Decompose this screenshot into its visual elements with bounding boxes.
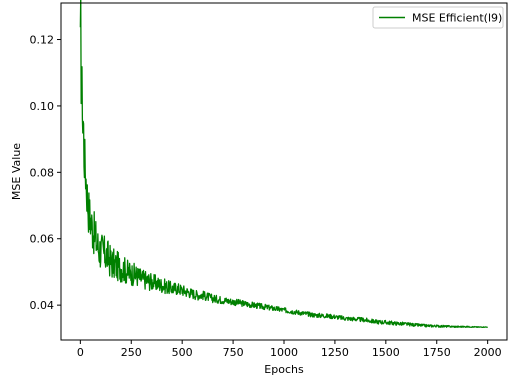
- y-tick-label: 0.08: [30, 166, 55, 179]
- y-tick-label: 0.06: [30, 233, 55, 246]
- x-axis-ticks: 0 250 500 750 1000 1250 1500 1750 2000: [77, 340, 502, 359]
- legend: MSE Efficient(l9): [372, 6, 504, 29]
- series-line-0: [79, 0, 488, 328]
- x-tick-label: 1250: [321, 346, 349, 359]
- x-axis-label: Epochs: [264, 363, 304, 376]
- x-tick-label: 0: [77, 346, 84, 359]
- plot-layer: [79, 0, 488, 328]
- y-axis-ticks: 0.04 0.06 0.08 0.10 0.12: [30, 34, 61, 312]
- x-tick-label: 250: [121, 346, 142, 359]
- x-tick-label: 750: [223, 346, 244, 359]
- y-tick-label: 0.04: [30, 299, 55, 312]
- y-tick-label: 0.12: [30, 34, 55, 47]
- plot-frame: [60, 2, 508, 341]
- x-tick-label: 1500: [372, 346, 400, 359]
- y-tick-label: 0.10: [30, 100, 55, 113]
- legend-box: [372, 6, 504, 29]
- x-tick-label: 500: [172, 346, 193, 359]
- legend-entry-label: MSE Efficient(l9): [412, 12, 502, 25]
- x-tick-label: 2000: [474, 346, 502, 359]
- x-tick-label: 1750: [423, 346, 451, 359]
- y-axis-label: MSE Value: [10, 143, 23, 200]
- x-tick-label: 1000: [270, 346, 298, 359]
